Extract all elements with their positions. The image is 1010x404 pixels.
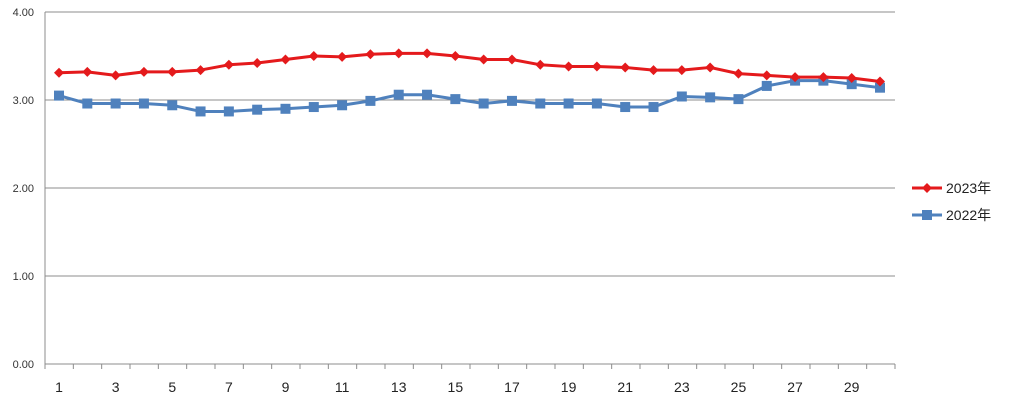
data-point [337, 51, 348, 62]
data-point [705, 62, 716, 73]
data-point [110, 70, 121, 81]
data-point [676, 91, 687, 102]
series-line [58, 51, 881, 84]
x-tick-label: 25 [731, 379, 747, 395]
data-point [922, 210, 932, 220]
data-point [506, 95, 517, 106]
data-point [648, 102, 659, 113]
data-point [790, 72, 801, 83]
data-point [733, 94, 744, 105]
series-line [58, 79, 881, 113]
data-point [54, 67, 64, 78]
gridlines [45, 11, 895, 277]
data-point [365, 95, 376, 106]
x-tick-label: 5 [168, 379, 176, 395]
data-point [761, 80, 772, 91]
data-point [535, 59, 546, 70]
data-point [280, 54, 291, 65]
data-point [422, 48, 433, 59]
data-point [478, 98, 489, 109]
data-point [761, 70, 772, 81]
data-point [195, 106, 206, 117]
data-point [167, 66, 178, 77]
legend-label: 2023年 [946, 180, 991, 196]
y-tick-label: 4.00 [13, 7, 34, 19]
data-point [591, 61, 602, 72]
data-point [252, 104, 263, 115]
data-point [591, 98, 602, 109]
y-tick-label: 2.00 [13, 183, 34, 195]
data-point [252, 58, 263, 69]
data-point [705, 92, 716, 103]
x-tick-label: 11 [335, 379, 350, 395]
data-point [393, 89, 404, 100]
data-point [422, 89, 433, 100]
data-point [620, 62, 631, 73]
data-point [280, 103, 291, 114]
x-tick-label: 13 [391, 379, 407, 395]
data-point [648, 65, 659, 76]
series-2022 [54, 75, 885, 117]
data-point [563, 61, 574, 72]
data-point [308, 51, 319, 61]
data-point [478, 54, 489, 65]
x-tick-label: 7 [225, 379, 233, 395]
data-point [365, 49, 376, 60]
y-tick-label: 0.00 [13, 359, 34, 371]
legend: 2023年 2022年 [912, 180, 991, 223]
data-point [138, 66, 149, 77]
y-axis-tick-labels: 0.00 1.00 2.00 3.00 4.00 [13, 7, 34, 371]
x-tick-label: 23 [674, 379, 690, 395]
x-tick-label: 17 [504, 379, 520, 395]
data-point [223, 106, 234, 117]
data-point [393, 48, 404, 59]
data-point [450, 94, 461, 105]
axes [44, 12, 896, 369]
data-point [875, 76, 885, 87]
data-point [620, 102, 631, 113]
y-tick-label: 1.00 [13, 271, 34, 283]
data-point [195, 65, 206, 76]
data-point [223, 59, 234, 70]
data-point [54, 90, 64, 101]
data-point [535, 98, 546, 109]
data-point [733, 68, 744, 79]
series-2023 [54, 48, 885, 87]
data-point [563, 98, 574, 109]
data-point [676, 65, 687, 76]
x-tick-label: 1 [55, 379, 63, 395]
series [54, 48, 885, 117]
data-point [110, 98, 121, 109]
data-point [82, 66, 93, 77]
data-point [846, 73, 857, 83]
x-tick-label: 19 [561, 379, 577, 395]
x-tick-label: 21 [617, 379, 633, 395]
data-point [846, 79, 857, 90]
data-point [82, 98, 93, 109]
x-axis-tick-labels: 1 3 5 7 9 11 13 15 17 19 21 23 25 27 29 [55, 379, 860, 395]
data-point [308, 102, 319, 113]
legend-item: 2022年 [912, 207, 991, 223]
x-tick-label: 3 [112, 379, 120, 395]
data-point [167, 100, 178, 111]
y-tick-label: 3.00 [13, 95, 34, 107]
data-point [450, 51, 461, 61]
x-tick-label: 15 [448, 379, 464, 395]
x-tick-label: 27 [787, 379, 803, 395]
data-point [818, 72, 829, 83]
data-point [922, 183, 932, 193]
x-tick-label: 9 [282, 379, 290, 395]
data-point [337, 100, 348, 111]
legend-label: 2022年 [946, 207, 991, 223]
legend-item: 2023年 [912, 180, 991, 196]
data-point [506, 54, 517, 65]
x-tick-label: 29 [844, 379, 860, 395]
data-point [875, 82, 885, 93]
data-point [138, 98, 149, 109]
